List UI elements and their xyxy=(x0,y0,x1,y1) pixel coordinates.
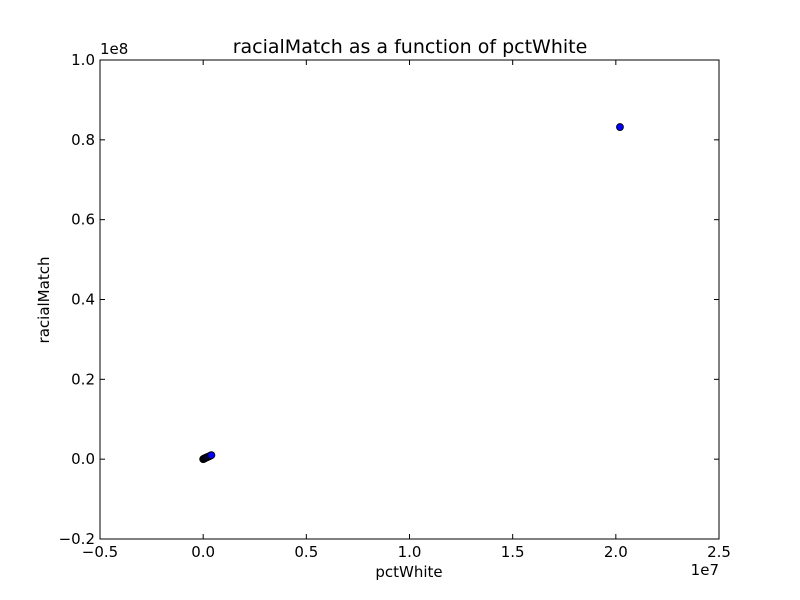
x-tick-label: 2.5 xyxy=(707,543,731,561)
y-offset-label: 1e8 xyxy=(100,40,128,58)
y-axis-ticks: −0.2 0.0 0.2 0.4 0.6 0.8 1.0 xyxy=(59,51,719,548)
y-tick-label: 0.0 xyxy=(71,450,95,468)
x-tick-label: 1.5 xyxy=(501,543,525,561)
y-tick-label: 0.4 xyxy=(71,291,95,309)
data-point xyxy=(207,451,216,460)
x-offset-label: 1e7 xyxy=(691,561,719,579)
data-point xyxy=(616,123,624,131)
data-points xyxy=(199,123,624,464)
y-tick-label: 0.2 xyxy=(71,370,95,388)
x-tick-label: 1.0 xyxy=(398,543,422,561)
y-tick-label: 0.6 xyxy=(71,211,95,229)
plot-area xyxy=(100,60,719,539)
x-tick-label: −0.5 xyxy=(82,543,118,561)
chart-title: racialMatch as a function of pctWhite xyxy=(233,36,588,58)
x-axis-label: pctWhite xyxy=(375,563,442,581)
x-axis-ticks: −0.5 0.0 0.5 1.0 1.5 2.0 2.5 xyxy=(82,60,731,561)
y-axis-label: racialMatch xyxy=(35,257,53,344)
y-tick-label: −0.2 xyxy=(59,530,95,548)
x-tick-label: 2.0 xyxy=(604,543,628,561)
x-tick-label: 0.5 xyxy=(294,543,318,561)
y-tick-label: 0.8 xyxy=(71,131,95,149)
y-tick-label: 1.0 xyxy=(71,51,95,69)
x-tick-label: 0.0 xyxy=(191,543,215,561)
